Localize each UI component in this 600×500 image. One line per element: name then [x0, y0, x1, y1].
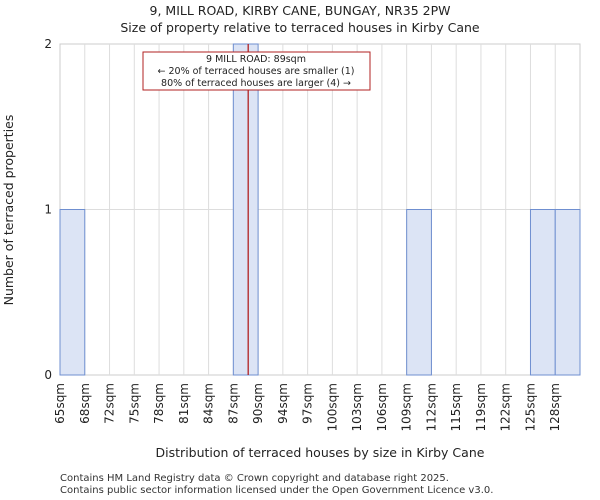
x-tick-label: 119sqm — [474, 383, 488, 431]
annotation-line-1: 9 MILL ROAD: 89sqm — [206, 54, 306, 65]
y-tick-label: 0 — [44, 368, 52, 382]
x-tick-label: 125sqm — [523, 383, 537, 431]
x-tick-label: 112sqm — [424, 383, 438, 431]
x-tick-label: 68sqm — [78, 383, 92, 424]
footer-copyright: Contains HM Land Registry data © Crown c… — [60, 473, 449, 484]
x-tick-label: 84sqm — [202, 383, 216, 424]
annotation-line-2: ← 20% of terraced houses are smaller (1) — [158, 66, 355, 77]
y-tick-label: 2 — [44, 37, 52, 51]
x-tick-label: 81sqm — [177, 383, 191, 424]
x-tick-label: 90sqm — [251, 383, 265, 424]
x-tick-label: 122sqm — [499, 383, 513, 431]
histogram-bar — [232, 43, 259, 376]
histogram-bar — [554, 209, 581, 376]
histogram-bar — [59, 209, 86, 376]
x-tick-label: 109sqm — [400, 383, 414, 431]
chart-title: 9, MILL ROAD, KIRBY CANE, BUNGAY, NR35 2… — [149, 3, 451, 18]
histogram-bar — [529, 209, 556, 376]
chart-subtitle: Size of property relative to terraced ho… — [120, 20, 480, 35]
x-tick-label: 128sqm — [548, 383, 562, 431]
x-tick-label: 75sqm — [127, 383, 141, 424]
y-tick-label: 1 — [44, 203, 52, 217]
footer-licence: Contains public sector information licen… — [60, 485, 494, 496]
x-tick-label: 100sqm — [325, 383, 339, 431]
x-tick-label: 103sqm — [350, 383, 364, 431]
x-axis-label: Distribution of terraced houses by size … — [156, 445, 485, 460]
y-axis-label: Number of terraced properties — [1, 115, 16, 306]
histogram-bar — [406, 209, 432, 376]
property-annotation: 9 MILL ROAD: 89sqm ← 20% of terraced hou… — [142, 51, 371, 91]
x-tick-label: 106sqm — [375, 383, 389, 431]
x-tick-label: 72sqm — [103, 383, 117, 424]
histogram-chart: 0 1 2 65sqm 68sqm 72sqm 75sqm 78sqm 81sqm 84sqm 87… — [1, 37, 581, 460]
x-tick-label: 65sqm — [53, 383, 67, 424]
x-tick-label: 87sqm — [226, 383, 240, 424]
x-tick-label: 94sqm — [276, 383, 290, 424]
x-tick-label: 78sqm — [152, 383, 166, 424]
annotation-line-3: 80% of terraced houses are larger (4) → — [161, 78, 351, 89]
x-tick-label: 115sqm — [449, 383, 463, 431]
x-tick-label: 97sqm — [301, 383, 315, 424]
